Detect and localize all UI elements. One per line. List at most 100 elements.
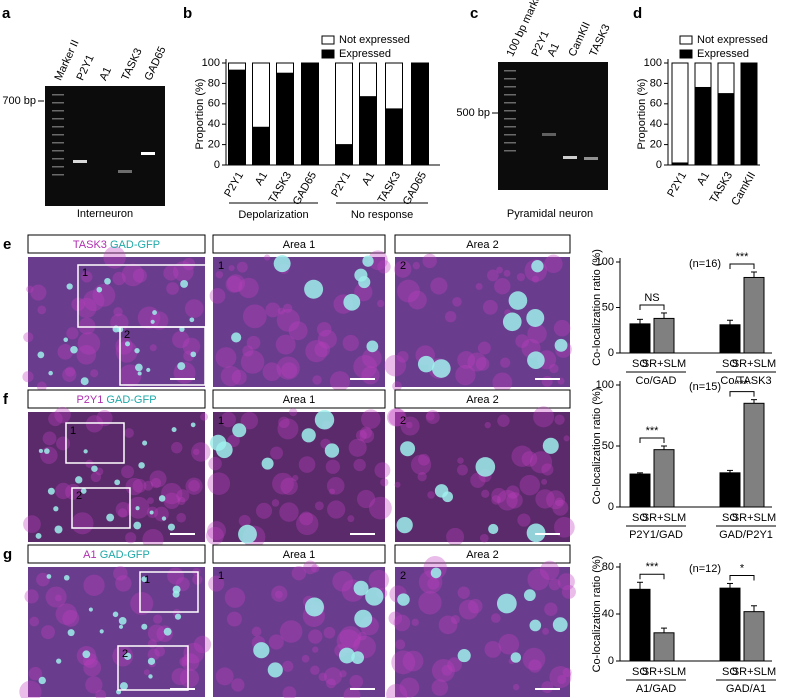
stain-blob xyxy=(166,282,179,295)
stain-blob xyxy=(95,689,107,698)
gfp-cell xyxy=(152,310,157,315)
stain-blob xyxy=(57,344,74,360)
ladder-band xyxy=(52,174,64,176)
ladder-band xyxy=(504,150,516,152)
gfp-cell xyxy=(417,355,435,373)
stain-blob xyxy=(544,254,563,274)
stain-blob xyxy=(388,408,407,427)
stain-blob xyxy=(475,357,490,371)
x-tick-label: SR+SLM xyxy=(642,512,686,524)
bar-segment xyxy=(252,126,270,166)
gfp-cell xyxy=(510,652,522,663)
gfp-cell xyxy=(488,523,499,535)
gfp-cell xyxy=(158,495,166,502)
stain-blob xyxy=(288,321,308,341)
gfp-cell xyxy=(267,662,283,678)
bar-segment xyxy=(359,96,377,166)
stain-blob xyxy=(549,363,559,374)
stain-blob xyxy=(184,299,204,318)
bar xyxy=(629,323,651,354)
stain-blob xyxy=(179,656,190,667)
bar xyxy=(653,632,675,662)
stain-blob xyxy=(541,478,548,485)
gfp-cell xyxy=(46,574,52,579)
area-number: 2 xyxy=(400,570,406,582)
lane-label: GAD65 xyxy=(142,45,168,83)
gfp-cell xyxy=(146,367,151,373)
stain-blob xyxy=(332,570,354,592)
gel-image xyxy=(45,86,165,206)
stain-blob xyxy=(271,585,288,602)
stain-blob xyxy=(182,658,189,665)
group-label: Depolarization xyxy=(238,209,308,221)
stain-blob xyxy=(28,666,43,681)
bar-segment xyxy=(228,62,246,71)
label-box xyxy=(27,389,206,409)
stain-blob xyxy=(179,668,200,688)
stain-blob xyxy=(220,411,236,428)
stain-blob xyxy=(314,341,331,358)
bar xyxy=(743,276,765,354)
gfp-cell xyxy=(324,443,340,458)
area-label: Area 2 xyxy=(466,394,498,406)
stain-blob xyxy=(305,340,328,363)
bar-segment xyxy=(694,86,712,166)
stain-blob xyxy=(417,472,427,482)
area-number: 1 xyxy=(218,415,224,427)
x-tick-label: SR+SLM xyxy=(732,512,776,524)
stain-blob xyxy=(193,448,200,456)
stain-blob xyxy=(83,658,102,677)
significance-label: NS xyxy=(644,292,659,304)
inset-number: 2 xyxy=(124,329,130,341)
x-tick-label: P2Y1 xyxy=(665,170,689,199)
gfp-cell xyxy=(526,308,545,327)
stain-blob xyxy=(83,574,105,596)
inset-number: 1 xyxy=(82,267,88,279)
stain-blob xyxy=(238,277,259,299)
stain-blob xyxy=(124,428,134,438)
gfp-cell xyxy=(63,574,70,581)
label-box xyxy=(212,389,386,409)
y-tick-label: 0 xyxy=(214,159,220,171)
ladder-band xyxy=(52,94,64,96)
bar-segment xyxy=(276,72,294,166)
stain-blob xyxy=(227,434,240,448)
y-tick-label: 100 xyxy=(644,57,662,69)
gel-band xyxy=(584,157,598,160)
stain-blob xyxy=(56,436,71,451)
stain-blob xyxy=(255,502,273,519)
stain-blob xyxy=(349,674,364,689)
stain-blob xyxy=(117,508,128,518)
stain-blob xyxy=(554,414,565,425)
ladder-band xyxy=(504,70,516,72)
gfp-cell xyxy=(142,440,148,446)
stain-blob xyxy=(481,489,490,498)
gfp-cell xyxy=(149,510,154,515)
gfp-cell xyxy=(430,567,442,579)
gfp-cell xyxy=(133,521,142,530)
stain-blob xyxy=(177,496,186,506)
gfp-cell xyxy=(542,437,559,454)
stain-blob xyxy=(176,512,187,523)
stain-blob xyxy=(115,340,138,363)
stain-blob xyxy=(441,664,453,676)
stain-blob xyxy=(561,584,576,599)
stain-blob xyxy=(207,472,231,496)
stain-blob xyxy=(316,321,332,337)
stain-blob xyxy=(265,302,281,318)
stain-label: A1 GAD-GFP xyxy=(83,549,150,561)
x-tick-label: P2Y1 xyxy=(329,170,353,199)
y-tick-label: 80 xyxy=(650,77,662,89)
stain-blob xyxy=(386,683,408,698)
stain-blob xyxy=(407,290,427,310)
stain-blob xyxy=(275,334,296,355)
stain-blob xyxy=(356,489,376,509)
gfp-cell xyxy=(338,647,355,664)
x-tick-label: A1 xyxy=(253,170,270,188)
gel-image xyxy=(498,62,608,190)
y-tick-label: 60 xyxy=(650,98,662,110)
stain-blob xyxy=(311,564,320,573)
stain-blob xyxy=(323,667,342,686)
stain-blob xyxy=(19,680,42,698)
stain-blob xyxy=(425,410,440,425)
